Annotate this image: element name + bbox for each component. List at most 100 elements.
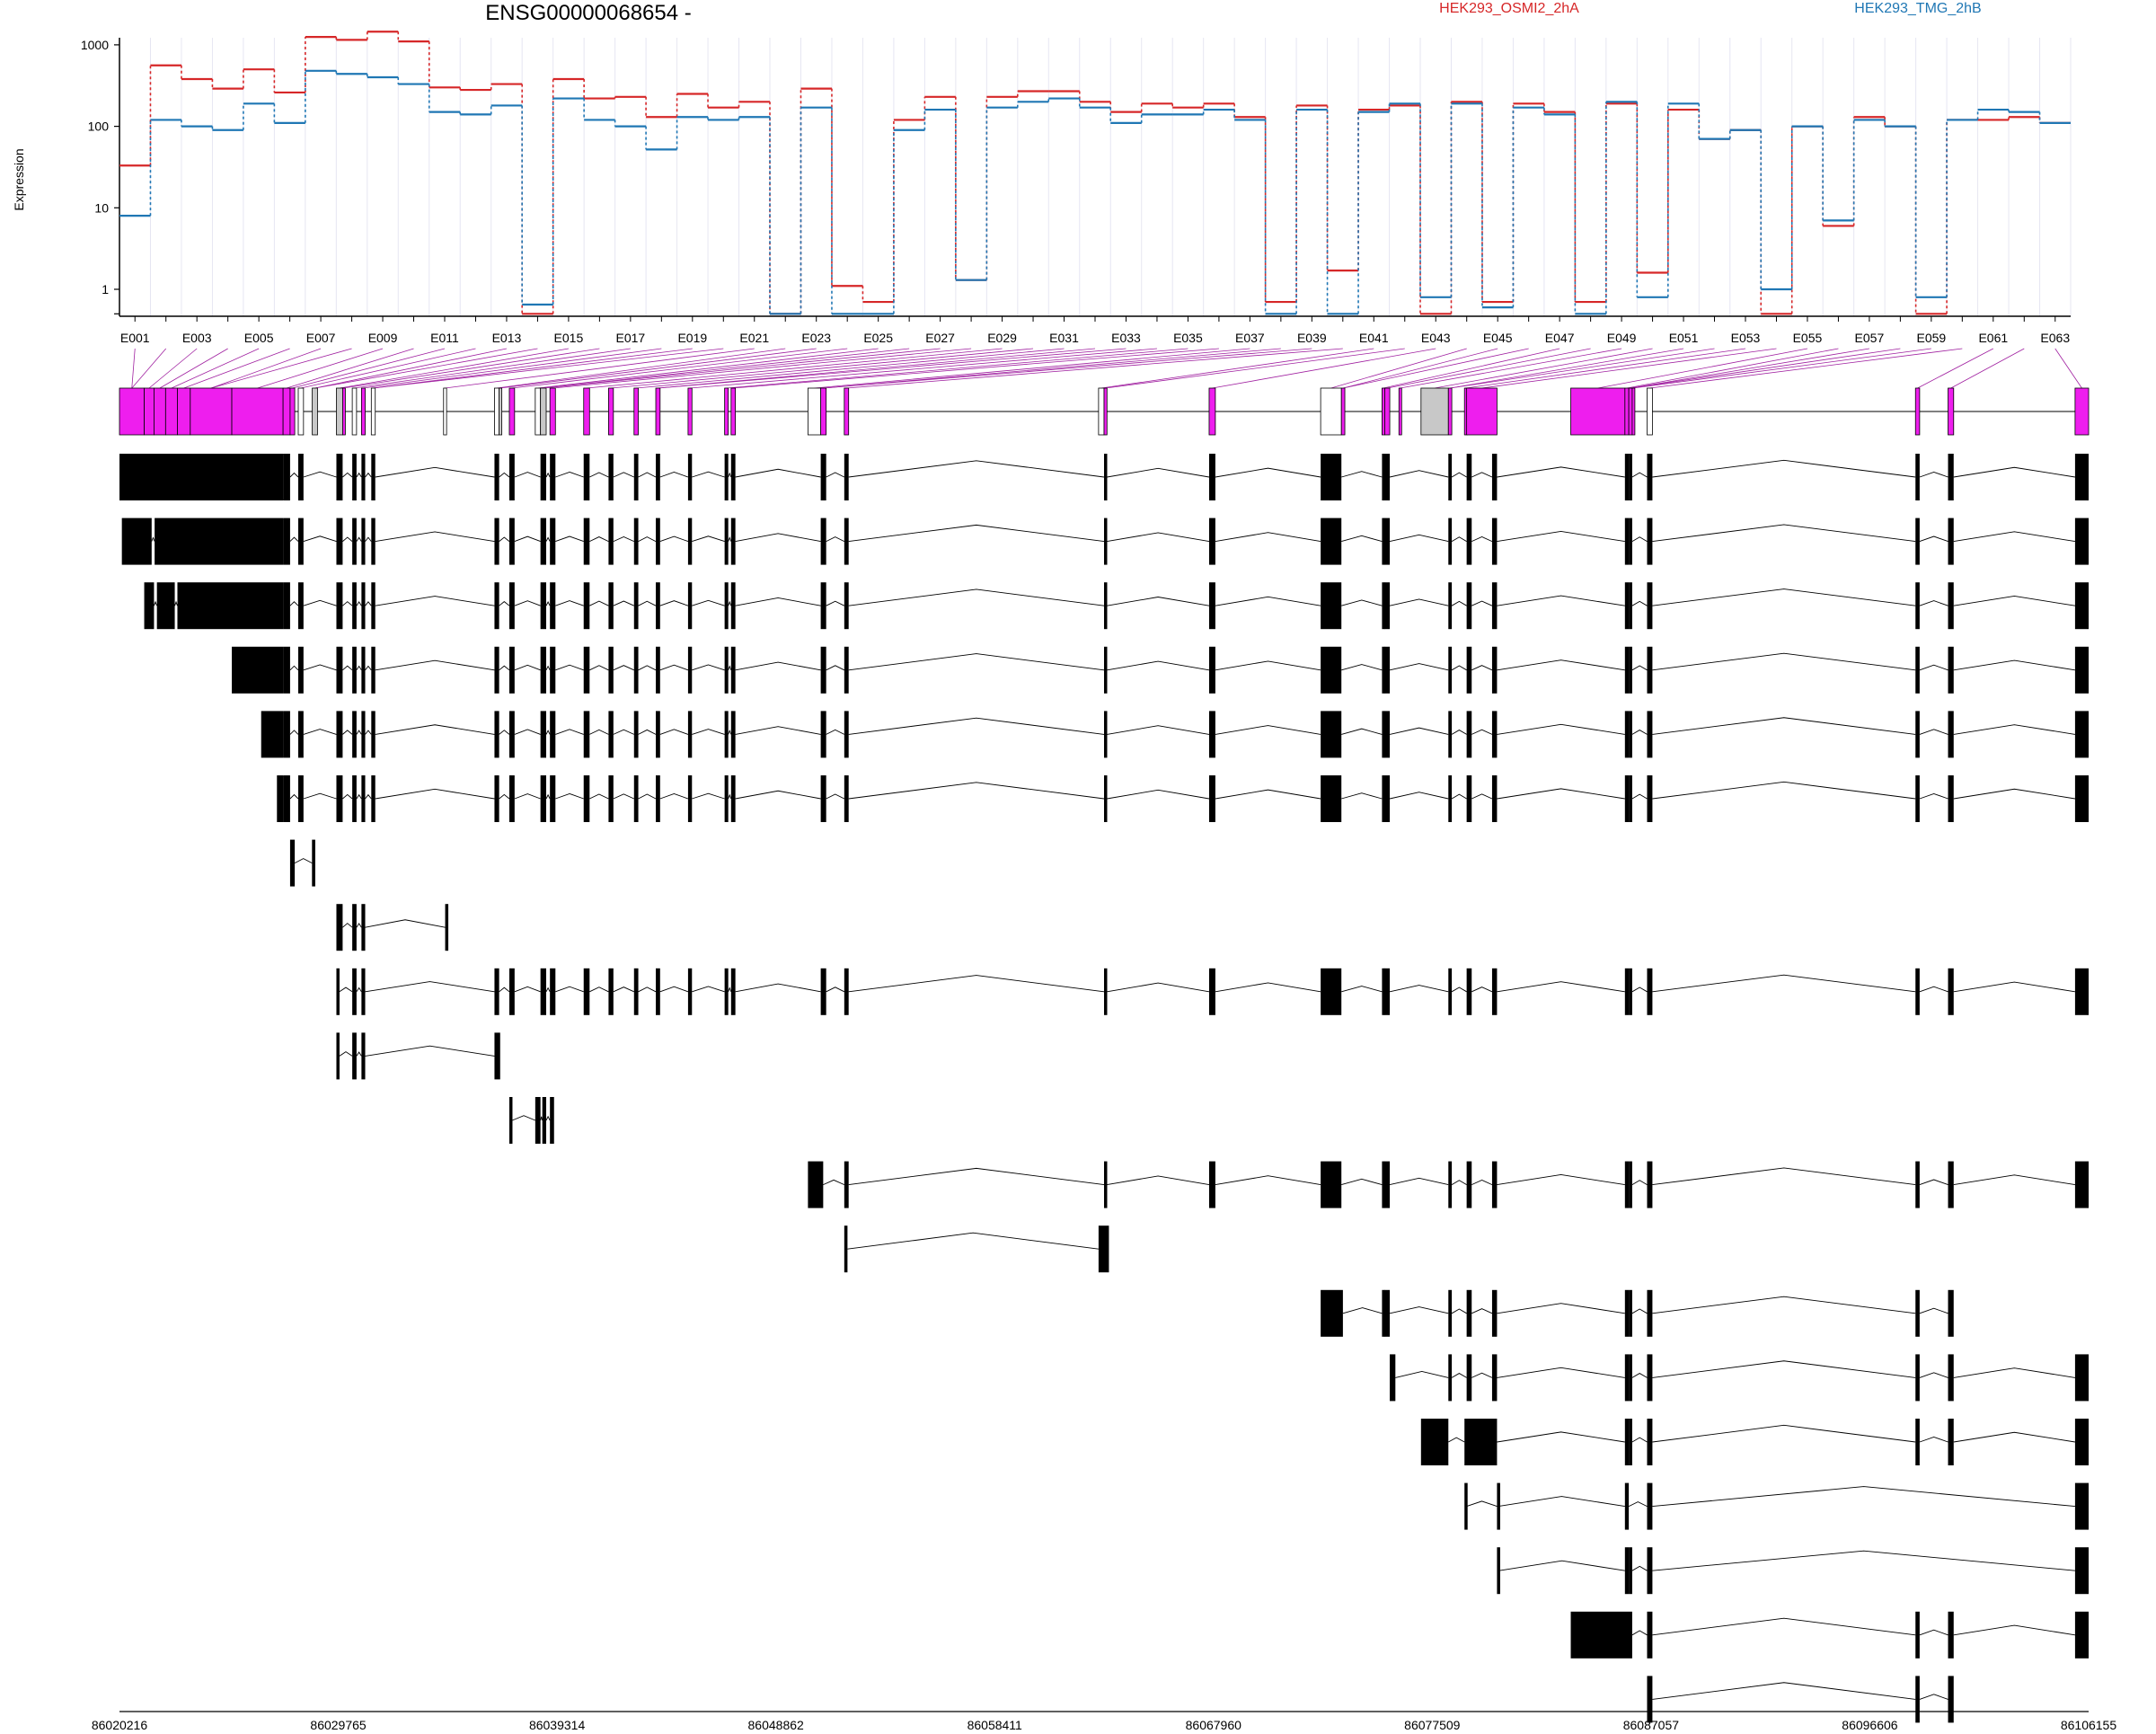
genomic-tick-label: 86048862 xyxy=(748,1718,805,1732)
exon-block xyxy=(535,387,542,436)
transcript-exon xyxy=(1497,1547,1500,1595)
intron xyxy=(1631,1308,1648,1314)
transcript-exon xyxy=(1384,582,1391,630)
intron xyxy=(365,730,372,735)
exon-block xyxy=(177,387,191,436)
intron xyxy=(514,535,541,543)
intron xyxy=(1953,1174,2075,1186)
transcript-exon xyxy=(1384,646,1391,694)
intron xyxy=(848,524,1105,543)
intron xyxy=(728,729,732,735)
intron xyxy=(735,790,821,800)
intron xyxy=(1341,535,1383,543)
exon-label: E031 xyxy=(1049,331,1079,345)
exon-block xyxy=(1320,387,1342,436)
intron xyxy=(735,468,821,478)
exon-connector xyxy=(1450,348,1684,389)
intron xyxy=(728,986,732,992)
intron xyxy=(1466,1500,1498,1508)
transcript-exon xyxy=(1915,582,1920,630)
intron xyxy=(356,601,362,606)
intron xyxy=(303,664,337,671)
intron xyxy=(659,792,689,800)
exon-connector xyxy=(1632,348,1931,389)
exon-connector xyxy=(1343,348,1529,389)
transcript-exon xyxy=(1208,711,1215,758)
transcript-exon xyxy=(1420,1419,1449,1465)
intron xyxy=(342,536,353,542)
transcript-exon xyxy=(1448,518,1453,565)
transcript-exon xyxy=(361,646,366,694)
intron xyxy=(1652,781,1916,800)
intron xyxy=(728,665,732,670)
transcript-exon xyxy=(494,1032,500,1080)
transcript-exon xyxy=(494,454,499,500)
transcript-exon xyxy=(1208,454,1215,500)
transcript-exon xyxy=(1624,711,1630,758)
intron xyxy=(1953,466,2075,478)
transcript-exon xyxy=(1915,646,1920,694)
exon-block xyxy=(1098,387,1105,436)
intron xyxy=(1652,1424,1916,1443)
transcript-exon xyxy=(1466,775,1472,822)
transcript-exon xyxy=(1103,1161,1108,1208)
transcript-exon xyxy=(633,518,639,565)
transcript-exon xyxy=(1948,1611,1954,1659)
exon-connector xyxy=(543,348,941,389)
intron xyxy=(1215,596,1321,606)
intron xyxy=(692,986,725,993)
intron xyxy=(1341,471,1383,478)
exon-label: E023 xyxy=(801,331,831,345)
transcript-exon xyxy=(583,518,590,565)
transcript-exon xyxy=(1948,1289,1954,1337)
intron xyxy=(613,793,634,800)
transcript-exon xyxy=(1466,582,1472,630)
intron xyxy=(499,986,510,993)
exon-connector xyxy=(1950,348,2025,389)
transcript-exon xyxy=(1448,646,1453,694)
exon-connector xyxy=(511,348,848,389)
genomic-tick-label: 86067960 xyxy=(1186,1718,1242,1732)
transcript-track xyxy=(144,582,2089,630)
intron xyxy=(1953,659,2075,671)
exon-connector xyxy=(658,348,1127,389)
transcript-exon xyxy=(550,711,556,758)
intron xyxy=(659,600,689,606)
transcript-exon xyxy=(336,775,343,822)
transcript-exon xyxy=(1321,646,1342,694)
exon-block xyxy=(336,387,343,436)
intron xyxy=(1497,723,1625,735)
intron xyxy=(289,730,299,735)
transcript-exon xyxy=(1491,454,1498,500)
transcript-exon xyxy=(494,968,499,1015)
intron xyxy=(1919,792,1948,800)
intron xyxy=(1919,1629,1948,1636)
intron xyxy=(589,472,609,478)
transcript-exon xyxy=(1382,1161,1385,1208)
transcript-exon xyxy=(730,454,736,500)
transcript-exon xyxy=(1624,518,1630,565)
transcript-exon xyxy=(844,518,849,565)
transcript-exon xyxy=(687,775,693,822)
intron xyxy=(1919,1694,1948,1700)
exon-block xyxy=(1631,387,1636,436)
intron xyxy=(1652,459,1916,478)
exon-connector xyxy=(159,348,228,389)
exon-block xyxy=(1948,387,1955,436)
transcript-exon xyxy=(283,454,290,500)
transcript-exon xyxy=(1103,646,1108,694)
intron xyxy=(365,472,372,478)
transcript-exon xyxy=(371,711,376,758)
transcript-exon xyxy=(724,582,729,630)
transcript-exon xyxy=(633,775,639,822)
transcript-exon xyxy=(633,968,639,1015)
transcript-exon xyxy=(1321,775,1342,822)
transcript-exon xyxy=(1570,1611,1632,1659)
intron xyxy=(1471,1179,1493,1186)
transcript-exon xyxy=(550,518,556,565)
transcript-exon xyxy=(336,711,343,758)
exon-connector xyxy=(846,348,1343,389)
exon-label: E001 xyxy=(120,331,150,345)
exon-block xyxy=(549,387,556,436)
transcript-exon xyxy=(1948,775,1954,822)
